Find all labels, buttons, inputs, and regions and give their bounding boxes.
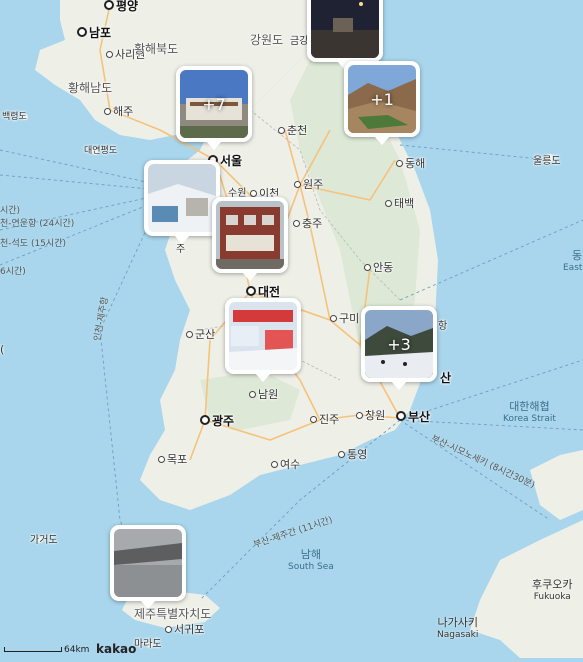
city-dot-icon [330,315,337,322]
marker-count: +3 [387,334,411,354]
marker-photo [229,302,297,370]
marker-photo [311,0,379,58]
route-label: 천-연운항 (24시간) [0,219,75,229]
city-dot-icon [104,0,114,10]
photo-marker[interactable]: +3 [361,306,437,390]
region-label: 강원도 [250,33,284,47]
map-label: 금강 [290,36,309,47]
city-dot-icon [293,220,300,227]
marker-count [114,529,182,597]
map-logo: kakao [96,642,137,656]
map-label: 주 [176,244,186,255]
city-dot-icon [310,416,317,423]
city-dot-icon [77,27,87,37]
city-label: 진주 [310,413,339,426]
city-label: 수원 [228,188,247,199]
city-label: 부산 [396,411,430,424]
scale-line [4,647,62,652]
marker-count [229,302,297,370]
city-label: 창원 [356,409,385,422]
city-dot-icon [294,181,301,188]
city-label: 서귀포 [165,623,204,636]
city-dot-icon [396,411,406,421]
city-label: 충주 [293,217,322,230]
city-dot-icon [396,160,403,167]
map-label: 항 [438,321,448,332]
city-label: 해주 [104,105,133,118]
map-label: 가거도 [30,535,58,546]
map-label: ( [0,343,5,356]
map-label: 백령도 [2,112,27,122]
city-dot-icon [186,331,193,338]
marker-count [148,164,216,232]
map-label: 6시간) [0,267,26,277]
photo-marker[interactable] [110,525,186,609]
marker-photo [348,65,416,133]
city-label: 남포 [77,27,111,40]
marker-count: +7 [202,94,226,114]
scale-label: 64km [64,645,90,655]
sea-label: 남해 South Sea [288,548,334,572]
city-dot-icon [271,461,278,468]
city-label: 평양 [104,0,138,13]
city-label: 목포 [158,453,187,466]
region-label: 제주특별자치도 [134,607,212,621]
city-label: 광주 [200,415,234,428]
marker-photo [148,164,216,232]
city-label: 구미 [330,312,359,325]
photo-marker[interactable] [212,197,288,281]
photo-marker[interactable] [307,0,383,70]
city-dot-icon [165,626,172,633]
map-label: 마라도 [134,639,162,650]
photo-marker[interactable] [144,160,220,244]
region-label: 황해남도 [68,81,113,95]
map-label: 시간) [0,206,21,216]
city-dot-icon [158,456,165,463]
city-label: 이천 [250,187,279,200]
city-label: 대전 [246,286,280,299]
city-dot-icon [356,412,363,419]
route-label: 천-석도 (15시간) [0,239,66,249]
city-dot-icon [278,127,285,134]
city-label: 군산 [186,328,215,341]
sea-label: 대한해협 Korea Strait [503,400,556,424]
sea-label: 후쿠오카 Fukuoka [532,578,573,602]
city-dot-icon [385,200,392,207]
city-dot-icon [104,108,111,115]
city-label: 안동 [364,261,393,274]
city-dot-icon [250,190,257,197]
city-dot-icon [200,415,210,425]
map-label: 대연평도 [84,146,118,156]
city-label: 원주 [294,178,323,191]
sea-label: 나가사키 Nagasaki [437,616,479,640]
city-dot-icon [364,264,371,271]
city-dot-icon [106,51,113,58]
city-label: 사리원 [106,48,145,61]
photo-marker[interactable] [225,298,301,382]
marker-photo [216,201,284,269]
marker-count [311,0,379,58]
region-label: 황해북도 [134,42,179,56]
photo-marker[interactable]: +1 [344,61,420,145]
city-dot-icon [246,286,256,296]
city-dot-icon [338,451,345,458]
marker-count [216,201,284,269]
city-label: 동해 [396,157,425,170]
city-label: 여수 [271,458,300,471]
city-label: 남원 [249,388,278,401]
city-dot-icon [249,391,256,398]
marker-photo [180,70,248,138]
city-label: 태백 [385,197,414,210]
marker-photo [365,310,433,378]
city-label: 울릉도 [533,156,561,167]
city-label: 춘천 [278,124,307,137]
map-label: 산 [440,371,452,385]
city-label: 통영 [338,448,367,461]
marker-count: +1 [370,89,394,109]
marker-photo [114,529,182,597]
photo-marker[interactable]: +7 [176,66,252,150]
